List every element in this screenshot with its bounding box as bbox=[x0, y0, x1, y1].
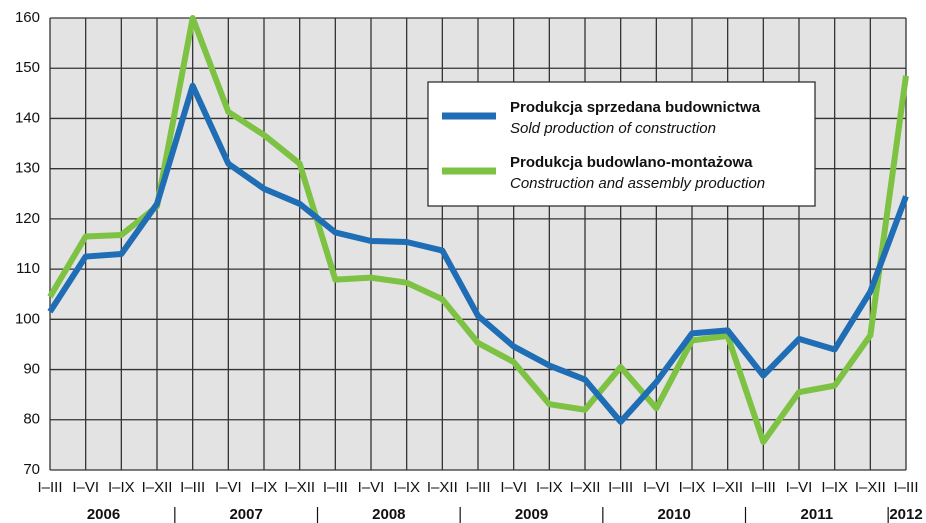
x-tick-label: I–VI bbox=[500, 479, 527, 496]
x-tick-label: I–III bbox=[751, 479, 776, 496]
x-tick-label: I–VI bbox=[786, 479, 813, 496]
y-tick-label: 110 bbox=[16, 260, 40, 277]
x-tick-label: I–III bbox=[37, 479, 62, 496]
x-tick-label: I–VI bbox=[358, 479, 385, 496]
y-tick-label: 80 bbox=[23, 411, 40, 428]
year-label: 2012 bbox=[889, 506, 922, 523]
x-tick-label: I–III bbox=[608, 479, 633, 496]
x-tick-label: I–IX bbox=[251, 479, 278, 496]
x-tick-label: I–III bbox=[465, 479, 490, 496]
year-label: 2010 bbox=[657, 506, 690, 523]
year-label: 2011 bbox=[801, 506, 834, 523]
x-tick-label: I–XII bbox=[570, 479, 601, 496]
year-label: 2008 bbox=[372, 506, 405, 523]
x-tick-label: I–XII bbox=[427, 479, 458, 496]
y-tick-label: 90 bbox=[23, 361, 40, 378]
x-tick-label: I–VI bbox=[643, 479, 670, 496]
x-tick-label: I–XII bbox=[855, 479, 886, 496]
y-tick-label: 130 bbox=[15, 160, 40, 177]
year-label: 2007 bbox=[229, 506, 262, 523]
year-label: 2006 bbox=[87, 506, 120, 523]
x-tick-label: I–III bbox=[180, 479, 205, 496]
x-tick-label: I–IX bbox=[393, 479, 420, 496]
legend-label: Produkcja sprzedana budownictwa bbox=[510, 99, 761, 116]
x-tick-label: I–III bbox=[323, 479, 348, 496]
x-tick-label: I–XII bbox=[284, 479, 315, 496]
legend-label-en: Sold production of construction bbox=[510, 120, 716, 137]
legend-label: Produkcja budowlano-montażowa bbox=[510, 154, 753, 171]
y-tick-label: 120 bbox=[15, 210, 40, 227]
x-tick-label: I–XII bbox=[712, 479, 743, 496]
x-tick-label: I–VI bbox=[72, 479, 99, 496]
x-tick-label: I–VI bbox=[215, 479, 242, 496]
x-tick-label: I–XII bbox=[142, 479, 173, 496]
series-line bbox=[47, 15, 909, 445]
x-tick-label: I–IX bbox=[821, 479, 848, 496]
y-tick-label: 150 bbox=[15, 59, 40, 76]
legend-box bbox=[427, 81, 816, 207]
y-tick-label: 100 bbox=[15, 310, 40, 327]
y-tick-label: 70 bbox=[23, 461, 40, 478]
year-label: 2009 bbox=[515, 506, 548, 523]
y-tick-label: 160 bbox=[15, 9, 40, 26]
series-line bbox=[47, 82, 909, 425]
y-tick-label: 140 bbox=[15, 109, 40, 126]
x-tick-label: I–IX bbox=[679, 479, 706, 496]
x-tick-label: I–IX bbox=[108, 479, 135, 496]
x-tick-label: I–IX bbox=[536, 479, 563, 496]
legend-label-en: Construction and assembly production bbox=[510, 175, 765, 192]
x-tick-label: I–III bbox=[893, 479, 918, 496]
